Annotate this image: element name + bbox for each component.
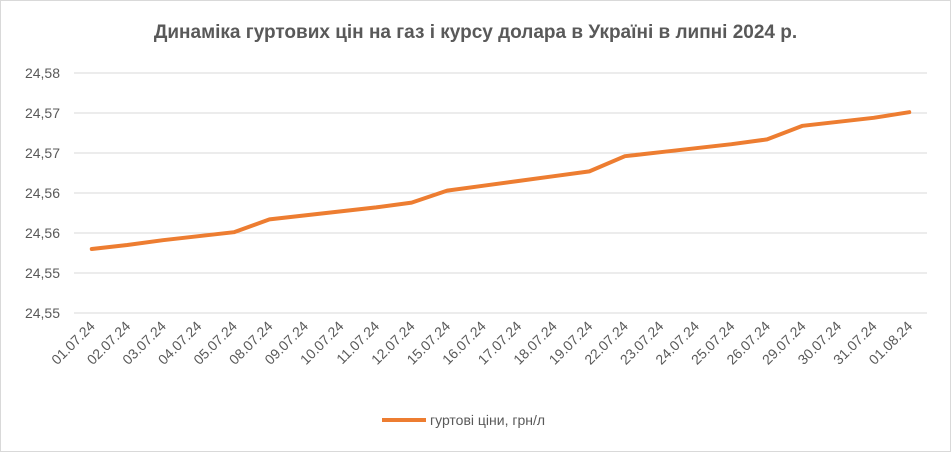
y-tick-label: 24,55 (25, 265, 60, 281)
series-layer (89, 110, 912, 251)
legend: гуртові ціни, грн/л (382, 412, 545, 428)
series-line (89, 110, 912, 251)
y-tick-label: 24,58 (25, 65, 60, 81)
y-axis-ticks: 24,58 24,57 24,57 24,56 24,56 24,55 24,55 (25, 65, 60, 321)
chart-title: Динаміка гуртових цін на газ і курсу дол… (153, 22, 798, 43)
y-tick-label: 24,57 (25, 105, 60, 121)
y-tick-label: 24,56 (25, 225, 60, 241)
y-tick-label: 24,57 (25, 145, 60, 161)
x-axis-ticks: 01.07.2402.07.2403.07.2404.07.2405.07.24… (48, 318, 915, 368)
legend-label: гуртові ціни, грн/л (430, 412, 545, 428)
y-tick-label: 24,55 (25, 305, 60, 321)
y-tick-label: 24,56 (25, 185, 60, 201)
gridlines (74, 72, 927, 314)
